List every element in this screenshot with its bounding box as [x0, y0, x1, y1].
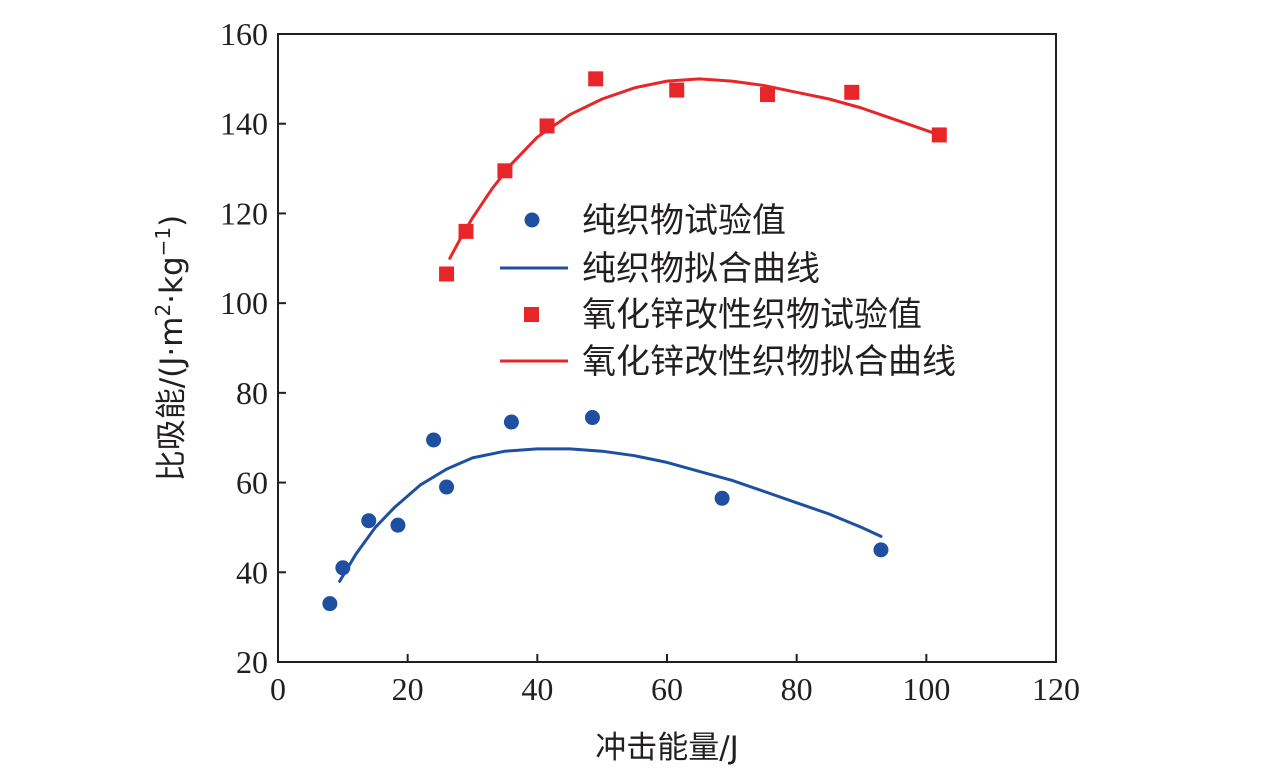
data-point-circle: [873, 542, 889, 558]
x-tick-label: 80: [781, 671, 813, 707]
y-tick-label: 80: [236, 375, 268, 411]
legend-label-red-points: 氧化锌改性织物试验值: [582, 295, 922, 335]
x-tick-label: 0: [270, 671, 286, 707]
x-tick-label: 120: [1032, 671, 1080, 707]
x-tick-label: 60: [651, 671, 683, 707]
legend-label-red-curve: 氧化锌改性织物拟合曲线: [582, 342, 956, 382]
data-point-circle: [390, 517, 406, 533]
data-point-square: [539, 118, 555, 134]
y-ticks: 20 40 60 80 100 120 140 160: [220, 16, 286, 680]
y-axis-label-mid: ·kg: [154, 256, 190, 303]
y-axis-label-sup1: 2: [151, 304, 175, 317]
series-3-curve: [448, 77, 941, 260]
series-layer: [322, 71, 947, 612]
data-point-circle: [714, 490, 730, 506]
data-point-circle: [584, 410, 600, 426]
data-point-square: [588, 71, 604, 87]
legend-marker-circle: [524, 212, 540, 228]
y-axis-label: 比吸能/(J·m2·kg−1): [151, 215, 190, 482]
data-point-square: [669, 82, 685, 98]
x-tick-label: 20: [392, 671, 424, 707]
legend-item-red-curve: 氧化锌改性织物拟合曲线: [500, 342, 956, 382]
y-axis-label-suffix: ): [154, 215, 190, 227]
data-point-square: [759, 87, 775, 103]
y-tick-label: 120: [220, 195, 268, 231]
legend: 纯织物试验值 纯织物拟合曲线 氧化锌改性织物试验值 氧化锌改性织物拟合曲线: [500, 201, 956, 382]
data-point-square: [439, 266, 455, 282]
data-point-circle: [503, 414, 519, 430]
y-axis-label-sup2: −1: [151, 227, 175, 256]
series-1-curve: [338, 447, 883, 583]
y-axis-label-prefix: 比吸能/(J·m: [154, 317, 190, 482]
data-point-circle: [322, 596, 338, 612]
y-tick-label: 140: [220, 106, 268, 142]
data-point-circle: [361, 513, 377, 529]
legend-label-blue-curve: 纯织物拟合曲线: [582, 249, 820, 289]
data-point-circle: [426, 432, 442, 448]
legend-item-blue-points: 纯织物试验值: [524, 201, 786, 241]
legend-marker-square: [524, 307, 539, 322]
legend-item-red-points: 氧化锌改性织物试验值: [524, 295, 922, 335]
x-tick-label: 100: [902, 671, 950, 707]
y-tick-label: 60: [236, 465, 268, 501]
x-tick-label: 40: [521, 671, 553, 707]
data-point-circle: [439, 479, 455, 495]
y-tick-label: 20: [236, 644, 268, 680]
y-tick-label: 100: [220, 285, 268, 321]
y-tick-label: 40: [236, 554, 268, 590]
legend-label-blue-points: 纯织物试验值: [582, 201, 786, 241]
legend-item-blue-curve: 纯织物拟合曲线: [500, 249, 820, 289]
x-ticks: 0 20 40 60 80 100 120: [270, 654, 1080, 707]
y-tick-label: 160: [220, 16, 268, 52]
x-axis-label: 冲击能量/J: [595, 730, 739, 766]
data-point-square: [844, 84, 860, 100]
